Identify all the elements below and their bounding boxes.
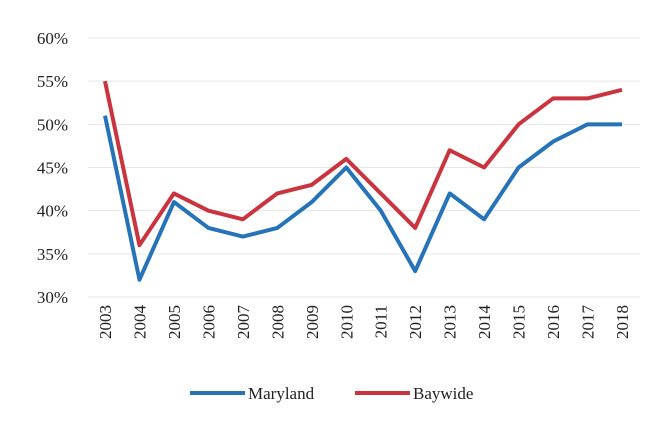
- x-tick-label: 2014: [475, 304, 494, 339]
- y-tick-label: 35%: [37, 245, 68, 264]
- legend-label: Maryland: [248, 384, 315, 403]
- y-tick-label: 60%: [37, 29, 68, 48]
- legend-label: Baywide: [413, 384, 473, 403]
- data-line: [103, 80, 623, 248]
- y-tick-label: 55%: [37, 72, 68, 91]
- legend-item: Baywide: [355, 384, 473, 403]
- x-tick-label: 2018: [613, 305, 632, 339]
- x-tick-label: 2005: [165, 305, 184, 339]
- x-tick-label: 2008: [268, 305, 287, 339]
- x-tick-label: 2007: [234, 305, 253, 340]
- x-tick-label: 2003: [96, 305, 115, 339]
- x-tick-label: 2006: [199, 305, 218, 339]
- x-tick-label: 2011: [372, 305, 391, 338]
- x-tick-label: 2017: [579, 305, 598, 340]
- legend-item: Maryland: [190, 384, 315, 403]
- x-tick-label: 2012: [406, 305, 425, 339]
- x-tick-label: 2013: [441, 305, 460, 339]
- data-line: [103, 115, 622, 282]
- y-tick-label: 40%: [37, 202, 68, 221]
- x-tick-label: 2004: [130, 305, 149, 340]
- y-tick-label: 45%: [37, 159, 68, 178]
- y-tick-label: 50%: [37, 115, 68, 134]
- x-tick-label: 2010: [337, 305, 356, 339]
- x-tick-label: 2016: [544, 305, 563, 339]
- y-tick-label: 30%: [37, 288, 68, 307]
- x-tick-label: 2015: [510, 305, 529, 339]
- x-tick-label: 2009: [303, 305, 322, 339]
